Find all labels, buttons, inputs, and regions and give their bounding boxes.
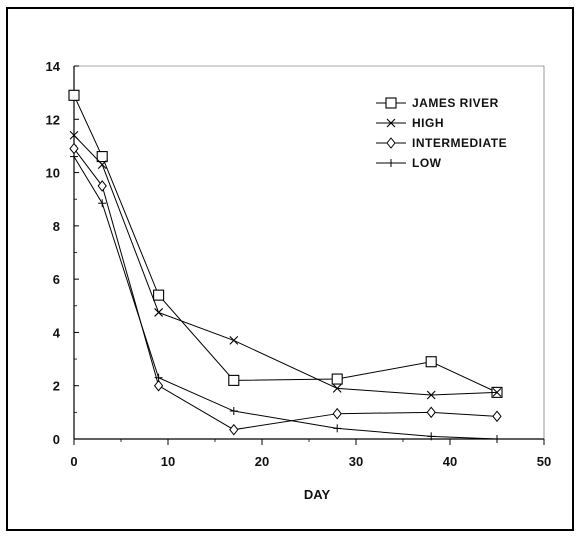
x-tick-label: 30 <box>349 454 363 469</box>
data-point-high <box>332 383 342 393</box>
y-tick-label: 0 <box>53 432 60 447</box>
legend-entry-low: LOW <box>376 156 442 170</box>
x-tick-label: 40 <box>443 454 457 469</box>
data-point-low <box>493 435 501 443</box>
x-tick-label: 20 <box>255 454 269 469</box>
x-axis-title: DAY <box>304 487 331 502</box>
data-point-high <box>229 336 239 345</box>
series-line-intermediate <box>73 148 498 431</box>
legend-entry-intermediate: INTERMEDIATE <box>376 136 507 150</box>
axes: 0 2 4 6 8 10 12 14 0 10 20 30 40 50 DAY <box>46 59 552 502</box>
legend-label: JAMES RIVER <box>412 96 499 110</box>
y-tick-label: 12 <box>46 112 60 127</box>
legend-marker-high <box>386 118 396 128</box>
data-point-high <box>97 160 107 169</box>
x-tick-label: 50 <box>537 454 551 469</box>
data-point-low <box>333 424 342 433</box>
data-point-high <box>492 387 502 397</box>
line-chart: 0 2 4 6 8 10 12 14 0 10 20 30 40 50 DAY JAMES RIVER HIG… <box>46 59 552 502</box>
data-point-high <box>426 390 436 400</box>
data-point-james-river <box>68 89 80 101</box>
data-point-intermediate <box>229 423 239 436</box>
x-tick-label: 0 <box>70 454 77 469</box>
legend: JAMES RIVER HIGH INTERMEDIATE LOW <box>376 96 507 170</box>
data-point-james-river <box>153 289 165 301</box>
series-low <box>70 152 501 443</box>
legend-entry-james-river: JAMES RIVER <box>376 96 499 110</box>
plot-series <box>68 89 503 443</box>
data-point-intermediate <box>332 407 342 420</box>
data-point-low <box>70 152 78 161</box>
y-tick-label: 2 <box>53 379 60 394</box>
data-point-low <box>154 373 163 382</box>
data-point-low <box>98 199 107 208</box>
data-point-james-river <box>425 356 437 368</box>
series-high <box>69 130 502 400</box>
data-point-high <box>154 308 163 317</box>
series-intermediate <box>69 142 502 436</box>
data-point-intermediate <box>153 379 164 392</box>
legend-marker-low <box>387 159 395 167</box>
y-tick-label: 4 <box>53 325 61 340</box>
data-point-high <box>69 130 79 140</box>
series-line-high <box>73 134 498 396</box>
legend-marker-intermediate <box>386 137 396 149</box>
legend-entry-high: HIGH <box>376 116 444 130</box>
data-point-intermediate <box>97 180 107 192</box>
y-tick-label: 10 <box>46 166 60 181</box>
x-tick-label: 10 <box>161 454 175 469</box>
legend-marker-james-river <box>385 97 397 109</box>
data-point-james-river <box>331 373 343 385</box>
data-point-james-river <box>96 151 108 163</box>
legend-label: LOW <box>412 156 442 170</box>
data-point-intermediate <box>492 410 502 423</box>
data-point-low <box>427 432 436 441</box>
legend-label: HIGH <box>412 116 444 130</box>
y-tick-label: 8 <box>53 219 60 234</box>
legend-label: INTERMEDIATE <box>412 136 507 150</box>
y-tick-label: 6 <box>53 272 60 287</box>
data-point-james-river <box>228 374 240 386</box>
data-point-intermediate <box>426 406 436 419</box>
y-tick-label: 14 <box>46 59 61 74</box>
data-point-low <box>229 407 238 416</box>
chart-frame: 0 2 4 6 8 10 12 14 0 10 20 30 40 50 DAY JAMES RIVER HIG… <box>6 7 574 531</box>
